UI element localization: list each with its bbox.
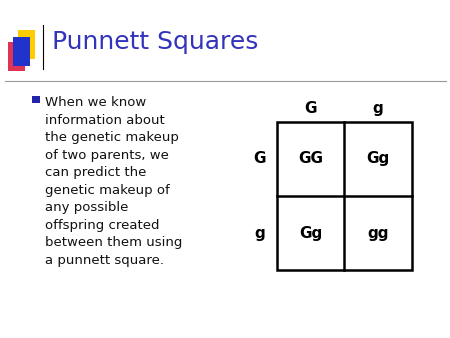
Bar: [32, 96, 40, 103]
Text: Gg: Gg: [366, 151, 390, 166]
Bar: [13, 37, 30, 66]
Text: When we know
information about
the genetic makeup
of two parents, we
can predict: When we know information about the genet…: [45, 96, 182, 267]
Text: g: g: [254, 226, 265, 241]
Text: gg: gg: [367, 226, 389, 241]
Text: Punnett Squares: Punnett Squares: [52, 30, 258, 54]
Text: g: g: [373, 101, 383, 116]
Bar: [8, 42, 25, 71]
Text: G: G: [253, 151, 266, 166]
Text: Gg: Gg: [299, 226, 322, 241]
Bar: [277, 122, 412, 270]
Bar: [18, 30, 35, 59]
Text: GG: GG: [298, 151, 323, 166]
Text: G: G: [304, 101, 317, 116]
